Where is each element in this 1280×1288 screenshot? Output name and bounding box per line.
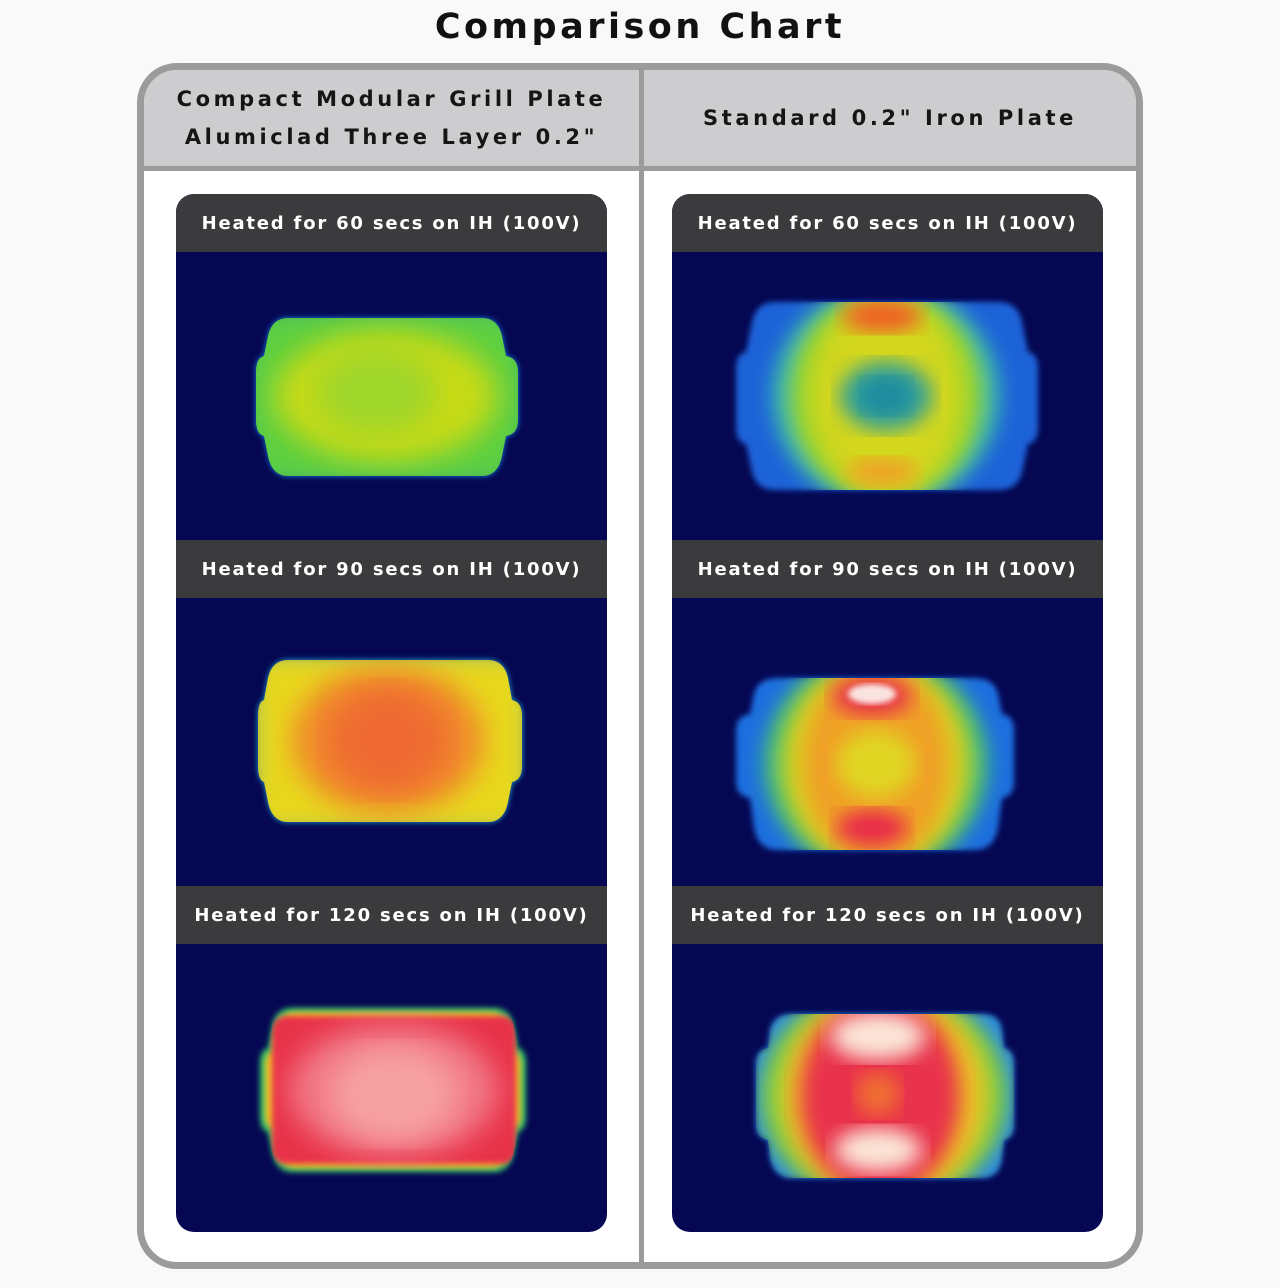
time-label-90: Heated for 90 secs on IH (100V): [672, 540, 1103, 598]
time-label-60: Heated for 60 secs on IH (100V): [176, 194, 607, 252]
time-label-120: Heated for 120 secs on IH (100V): [672, 886, 1103, 944]
column-header-iron: Standard 0.2" Iron Plate: [644, 70, 1136, 166]
time-label-120: Heated for 120 secs on IH (100V): [176, 886, 607, 944]
thermal-panel-alumiclad: Heated for 60 secs on IH (100V) Heated f…: [176, 194, 607, 1232]
thermal-image-iron-120: [672, 944, 1103, 1232]
column-divider: [639, 70, 644, 1262]
thermal-image-alumiclad-60: [176, 252, 607, 540]
thermal-panel-iron: Heated for 60 secs on IH (100V): [672, 194, 1103, 1232]
thermal-image-iron-90: [672, 598, 1103, 886]
comparison-table: Compact Modular Grill Plate Alumiclad Th…: [137, 63, 1143, 1269]
column-header-alumiclad: Compact Modular Grill Plate Alumiclad Th…: [144, 70, 639, 166]
thermal-image-iron-60: [672, 252, 1103, 540]
column-header-line: Alumiclad Three Layer 0.2": [184, 125, 599, 149]
time-label-90: Heated for 90 secs on IH (100V): [176, 540, 607, 598]
page-title: Comparison Chart: [434, 7, 846, 47]
time-label-60: Heated for 60 secs on IH (100V): [672, 194, 1103, 252]
thermal-image-alumiclad-90: [176, 598, 607, 886]
column-header-line: Standard 0.2" Iron Plate: [703, 106, 1077, 130]
column-header-line: Compact Modular Grill Plate: [176, 87, 607, 111]
thermal-image-alumiclad-120: [176, 944, 607, 1232]
